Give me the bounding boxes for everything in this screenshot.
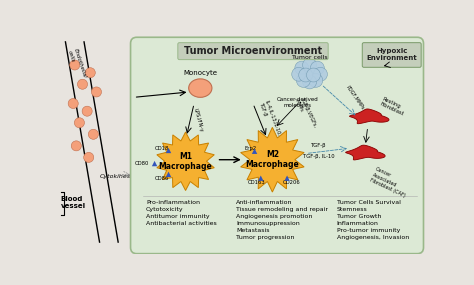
Circle shape: [88, 129, 99, 139]
Circle shape: [74, 118, 84, 128]
Circle shape: [295, 61, 309, 75]
Text: CD18: CD18: [155, 146, 170, 151]
Text: PDGF,MMPs: PDGF,MMPs: [345, 84, 365, 110]
Text: TGF-β: TGF-β: [311, 143, 327, 148]
Polygon shape: [252, 148, 257, 154]
Circle shape: [302, 58, 317, 72]
Text: TGF-β, IL-10: TGF-β, IL-10: [303, 154, 335, 159]
Circle shape: [70, 60, 80, 70]
Text: Erp2: Erp2: [245, 146, 257, 151]
Text: Cytokines: Cytokines: [100, 174, 130, 179]
Circle shape: [77, 79, 88, 89]
Circle shape: [71, 141, 82, 151]
FancyBboxPatch shape: [130, 37, 423, 254]
Polygon shape: [157, 132, 214, 190]
Polygon shape: [346, 145, 385, 160]
Circle shape: [85, 68, 95, 78]
Polygon shape: [258, 176, 264, 181]
Polygon shape: [166, 148, 171, 153]
Text: LPS,IFN-γ: LPS,IFN-γ: [192, 108, 204, 133]
Text: Endothelial
cells: Endothelial cells: [67, 48, 87, 81]
Circle shape: [299, 68, 313, 82]
Ellipse shape: [189, 79, 212, 97]
Text: Tumor Microenvironment: Tumor Microenvironment: [184, 46, 322, 56]
Circle shape: [313, 67, 328, 81]
Circle shape: [296, 74, 310, 87]
Circle shape: [68, 99, 78, 109]
Text: Anti-inflammation
Tissue remodeling and repair
Angiogenesis promotion
Immunosupp: Anti-inflammation Tissue remodeling and …: [236, 200, 328, 240]
FancyBboxPatch shape: [178, 43, 328, 60]
Text: TGF-β,VEGFs,
MMPs: TGF-β,VEGFs, MMPs: [293, 96, 317, 131]
Text: CD80: CD80: [135, 161, 149, 166]
Polygon shape: [241, 127, 304, 192]
Circle shape: [91, 87, 101, 97]
Circle shape: [310, 61, 324, 75]
Polygon shape: [284, 176, 290, 181]
Circle shape: [302, 75, 317, 89]
Polygon shape: [166, 172, 171, 177]
Text: Monocyte: Monocyte: [183, 70, 217, 76]
Text: CD86: CD86: [155, 176, 170, 181]
Text: Hypoxic
Environment: Hypoxic Environment: [366, 48, 417, 62]
Polygon shape: [152, 161, 157, 166]
Text: CD163: CD163: [248, 180, 266, 185]
Text: Blood
vessel: Blood vessel: [61, 196, 86, 209]
Text: M2
Macrophage: M2 Macrophage: [246, 150, 299, 169]
FancyBboxPatch shape: [362, 43, 421, 67]
Text: Tumor cells: Tumor cells: [292, 55, 328, 60]
Text: Cancer-derived
molecules: Cancer-derived molecules: [277, 97, 319, 108]
Circle shape: [292, 67, 306, 81]
Circle shape: [84, 152, 94, 162]
Circle shape: [309, 74, 323, 87]
Text: IL-4,IL-13,IL-10,
TGF-β: IL-4,IL-13,IL-10, TGF-β: [258, 99, 282, 139]
Text: Resting
Fibroblast: Resting Fibroblast: [379, 96, 407, 117]
Text: Tumor Cells Survival
Stemness
Tumor Growth
Inflammation
Pro-tumor immunity
Angio: Tumor Cells Survival Stemness Tumor Grow…: [337, 200, 409, 240]
Circle shape: [82, 106, 92, 116]
Circle shape: [307, 68, 320, 82]
Text: Cancer
Associated
Fibroblast (CAF): Cancer Associated Fibroblast (CAF): [369, 167, 411, 198]
Text: CD206: CD206: [283, 180, 301, 185]
Text: Pro-inflammation
Cytotoxicity
Antitumor immunity
Antibacterial activities: Pro-inflammation Cytotoxicity Antitumor …: [146, 200, 217, 226]
Text: M1
Macrophage: M1 Macrophage: [159, 152, 212, 171]
Polygon shape: [349, 109, 389, 124]
